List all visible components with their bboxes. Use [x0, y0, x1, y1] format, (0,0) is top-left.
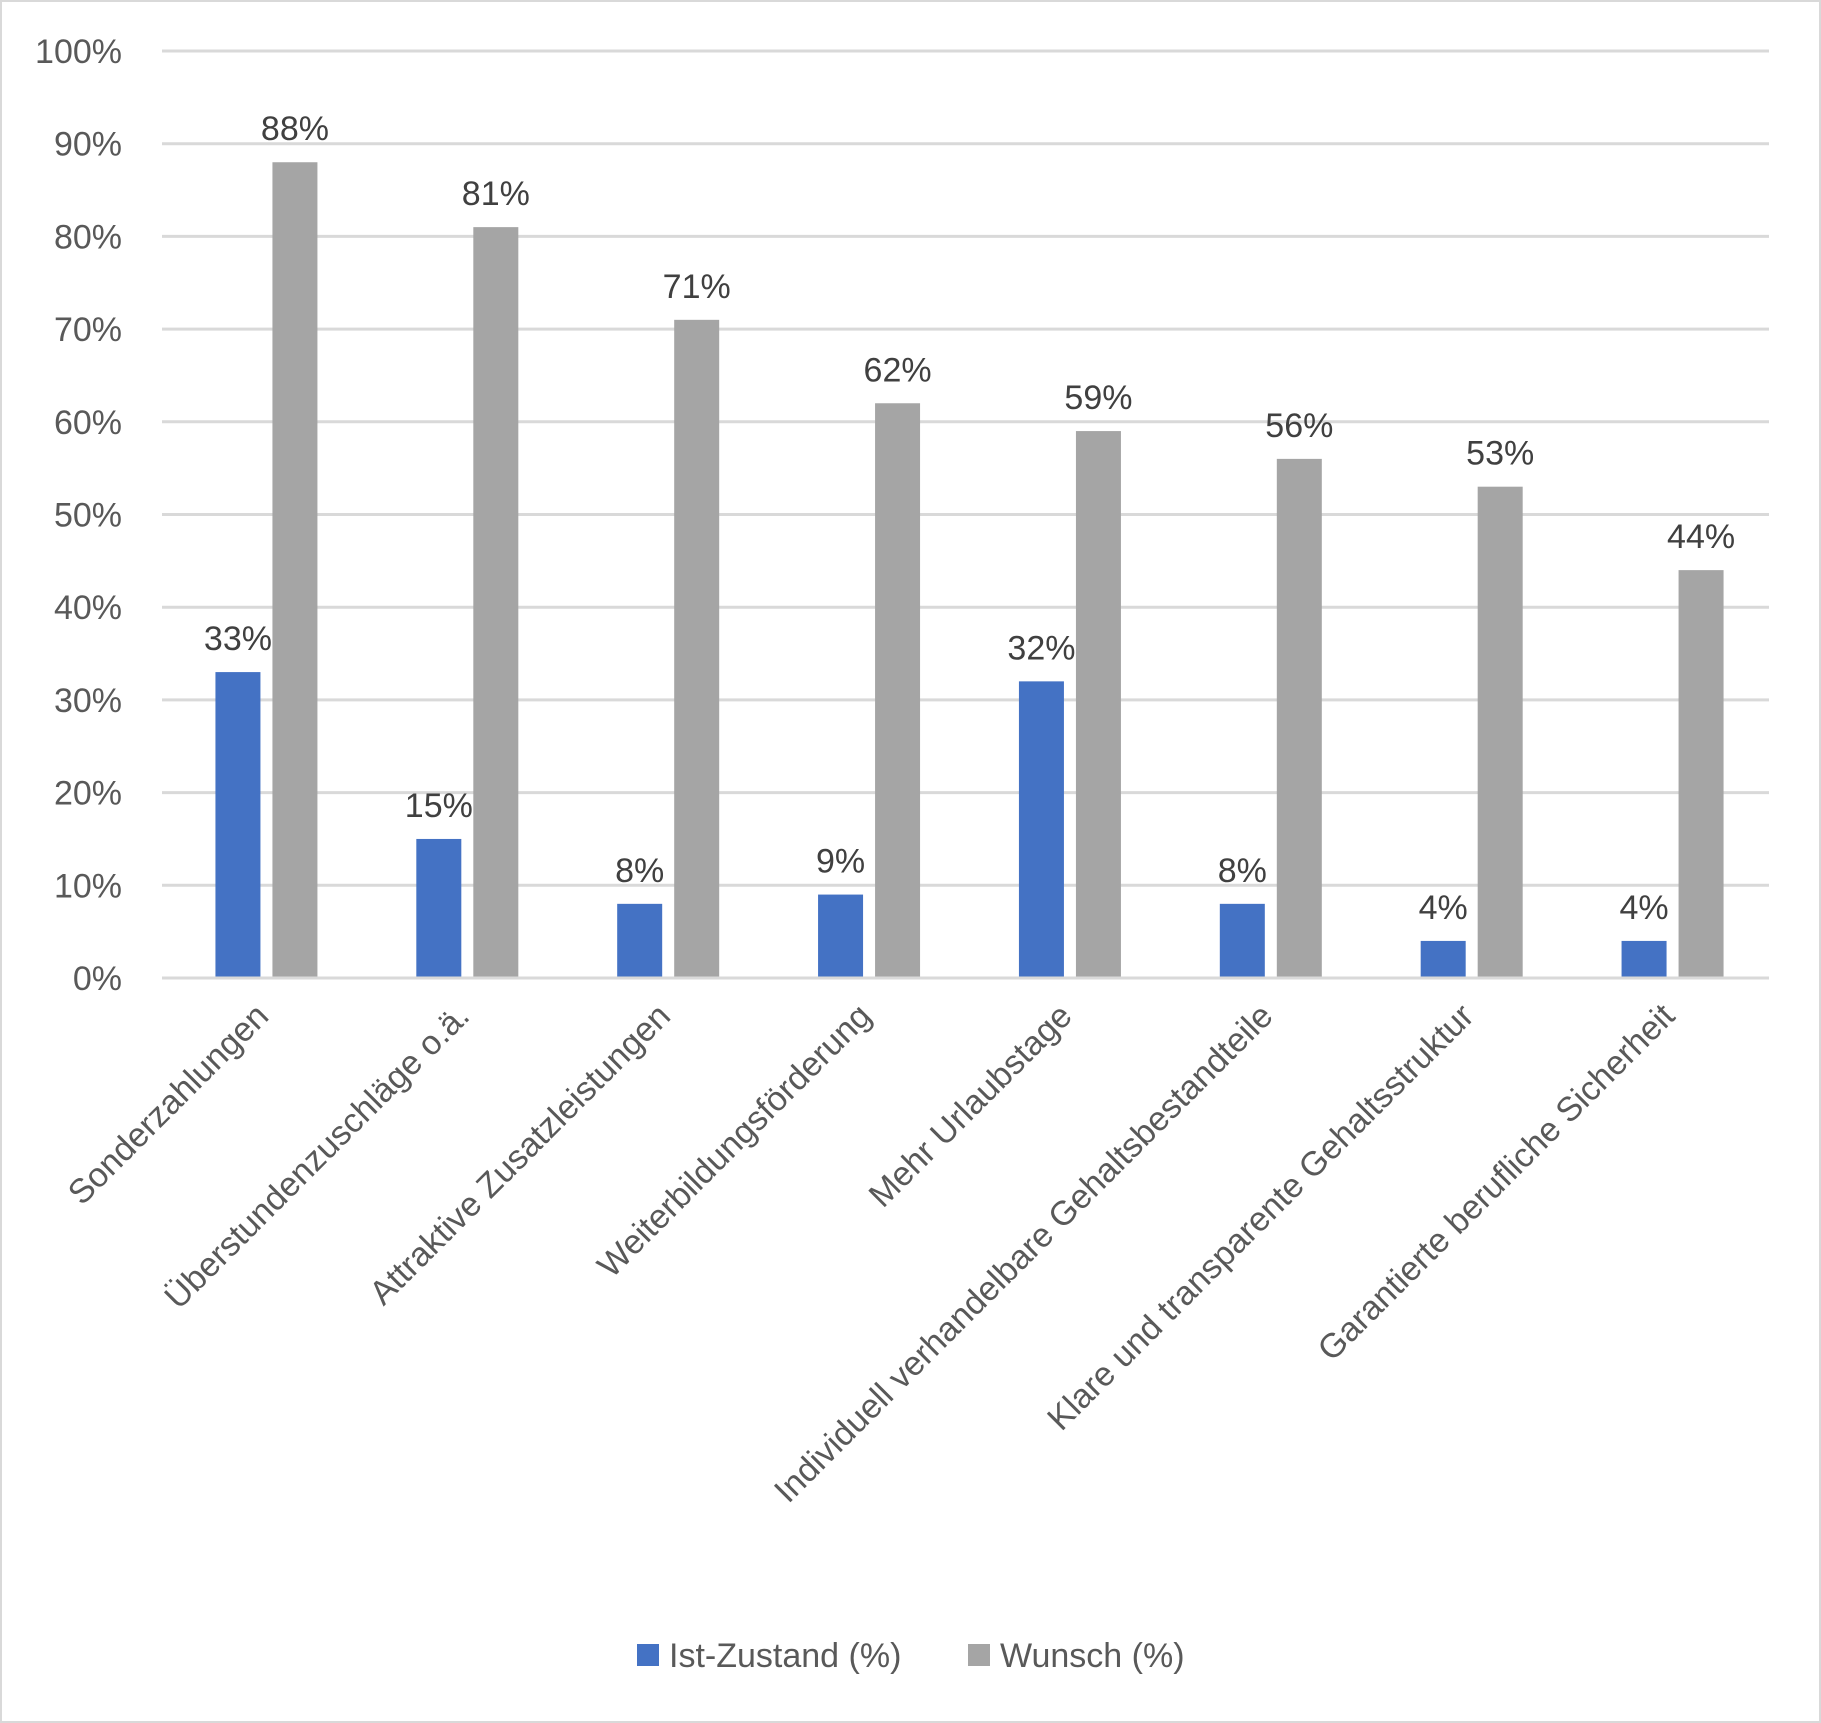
- data-label: 9%: [816, 843, 865, 881]
- y-tick-label: 0%: [73, 960, 122, 998]
- data-label: 71%: [663, 268, 731, 306]
- x-tick-label: Mehr Urlaubstage: [862, 997, 1080, 1215]
- bar-wunsch: [272, 162, 318, 979]
- bar-ist: [215, 672, 261, 978]
- y-tick-label: 50%: [54, 497, 122, 535]
- bar-wunsch: [1477, 486, 1523, 978]
- y-tick-label: 80%: [54, 218, 122, 256]
- y-tick-label: 30%: [54, 682, 122, 720]
- data-label: 88%: [261, 110, 329, 148]
- data-label: 15%: [405, 787, 473, 825]
- data-label: 53%: [1466, 435, 1534, 473]
- y-tick-label: 100%: [35, 33, 122, 71]
- bar-ist: [416, 838, 462, 978]
- y-tick-label: 60%: [54, 404, 122, 442]
- data-label: 8%: [1218, 852, 1267, 890]
- bar-ist: [818, 894, 864, 978]
- data-label: 59%: [1064, 379, 1132, 417]
- bar-ist: [1018, 681, 1064, 978]
- y-tick-label: 40%: [54, 589, 122, 627]
- bar-ist: [617, 903, 663, 978]
- legend-label: Ist-Zustand (%): [669, 1637, 901, 1675]
- data-label: 33%: [204, 620, 272, 658]
- legend-label: Wunsch (%): [1000, 1637, 1185, 1675]
- data-label: 4%: [1619, 889, 1668, 927]
- data-label: 8%: [615, 852, 664, 890]
- bar-wunsch: [473, 227, 519, 978]
- data-label: 32%: [1007, 629, 1075, 667]
- y-tick-label: 90%: [54, 126, 122, 164]
- data-label: 44%: [1667, 518, 1735, 556]
- y-tick-label: 10%: [54, 867, 122, 905]
- x-tick-label: Sonderzahlungen: [61, 997, 276, 1212]
- x-tick-label: Klare und transparente Gehaltsstruktur: [1040, 997, 1481, 1438]
- bar-wunsch: [1678, 570, 1724, 978]
- bar-ist: [1219, 903, 1265, 978]
- data-label: 81%: [462, 175, 530, 213]
- y-tick-label: 70%: [54, 311, 122, 349]
- bar-wunsch: [1276, 458, 1322, 978]
- data-label: 62%: [864, 351, 932, 389]
- legend-swatch: [968, 1644, 990, 1666]
- bar-ist: [1621, 940, 1667, 978]
- data-label: 4%: [1419, 889, 1468, 927]
- x-tick-label: Garantierte berufliche Sicherheit: [1311, 996, 1683, 1368]
- bar-wunsch: [1075, 431, 1121, 978]
- bar-ist: [1420, 940, 1466, 978]
- data-label: 56%: [1265, 407, 1333, 445]
- bar-wunsch: [875, 403, 921, 978]
- legend-swatch: [637, 1644, 659, 1666]
- y-tick-label: 20%: [54, 775, 122, 813]
- bar-wunsch: [674, 319, 720, 979]
